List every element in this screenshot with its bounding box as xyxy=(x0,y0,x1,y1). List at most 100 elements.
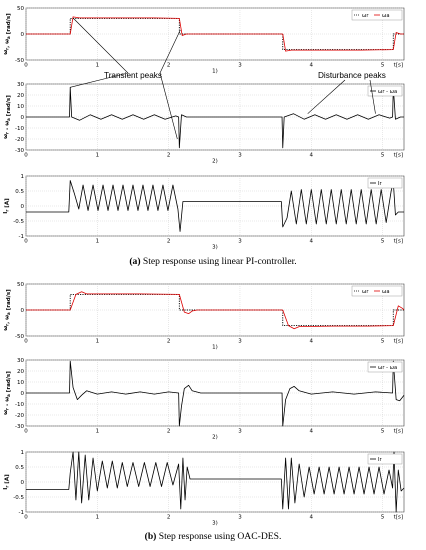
panel-b-1-legend: ωr ωa xyxy=(351,285,403,297)
panel-b-1-xlabel: t[s] xyxy=(394,339,403,345)
panel-b-1-legend-label: ωa xyxy=(382,289,390,295)
panel-a-1-ytick-label: -50 xyxy=(15,58,24,64)
panel-a-2-xtick-label: 5 xyxy=(381,153,385,159)
panel-b-2-ytick-label: 0 xyxy=(21,391,25,397)
panel-a-2-xtick-label: 1 xyxy=(96,153,100,159)
panel-a-3-xtick-label: 2 xyxy=(167,239,171,245)
annotations: Transient peaks Disturbance peaks xyxy=(70,17,386,140)
panel-a-1-series-2 xyxy=(26,16,404,52)
panel-a-2-ytick-label: 30 xyxy=(17,82,24,88)
panel-a-3-ytick-label: -1 xyxy=(19,234,24,240)
panel-a-1-xlabel: t[s] xyxy=(394,63,403,69)
panel-a-1-xtick-label: 5 xyxy=(381,63,385,69)
panel-a-2: 0 1 2 3 4 5 -30 -20 -10 0 10 20 30 t[s] 2) ωr - ωa [rad… xyxy=(3,82,405,165)
panel-a-1-ytick-label: 0 xyxy=(21,32,25,38)
panel-a-1-xtick-label: 1 xyxy=(96,63,100,69)
panel-a-3-xtick-label: 5 xyxy=(381,239,385,245)
panel-a-2-legend-label: ωr - ωa xyxy=(378,89,397,95)
panel-a-3-ytick-label: 1 xyxy=(21,174,25,180)
panel-b-2-xtick-label: 1 xyxy=(96,429,100,435)
panel-b-1-legend-label: ωr xyxy=(362,289,369,295)
panel-a-3-xtick-label: 0 xyxy=(24,239,28,245)
panel-b-2-xlabel: t[s] xyxy=(394,429,403,435)
panel-a-3-legend-box xyxy=(367,177,403,189)
panel-b-1-xtick-label: 1 xyxy=(96,339,100,345)
panel-b-1-ytick-label: 50 xyxy=(17,282,24,288)
panel-a-3-xtick-label: 3 xyxy=(238,239,242,245)
panel-b-2-ytick-label: 20 xyxy=(17,369,24,375)
panel-b-1-xtick-label: 0 xyxy=(24,339,28,345)
panel-b-1-xtick-label: 4 xyxy=(310,339,314,345)
caption-a: (a) Step response using linear PI-contro… xyxy=(0,256,426,267)
panel-b-2-ytick-label: -30 xyxy=(15,424,24,430)
panel-b-3-xlabel: t[s] xyxy=(394,515,403,521)
panel-a-1-panel-label: 1) xyxy=(212,69,218,75)
panel-b-2-ytick-label: 30 xyxy=(17,358,24,364)
panel-b-3: 0 1 2 3 4 5 -1 -0.5 0 0.5 1 t[s] 3) Ir [A] Ir xyxy=(3,450,405,527)
panel-b-2-legend: ωr - ωa xyxy=(367,361,403,373)
panel-a-2-xlabel: t[s] xyxy=(394,153,403,159)
panel-b-2-series-1 xyxy=(26,360,405,427)
panel-a-1-xtick-label: 3 xyxy=(238,63,242,69)
annotation-disturbance-peaks: Disturbance peaks xyxy=(318,71,386,80)
panel-b-3-legend-box xyxy=(367,453,403,465)
panel-a-2-xtick-label: 4 xyxy=(310,153,314,159)
panel-a-3-ytick-label: 0.5 xyxy=(15,189,24,195)
panel-a-2-legend-box xyxy=(367,85,403,97)
panel-b-2-xtick-label: 4 xyxy=(310,429,314,435)
panel-a-2-ytick-label: -30 xyxy=(15,148,24,154)
panel-b-3-legend-label: Ir xyxy=(378,457,383,463)
panel-a-1-xtick-label: 0 xyxy=(24,63,28,69)
panel-a-3-legend: Ir xyxy=(367,177,403,189)
panel-b-3-ytick-label: -1 xyxy=(19,510,24,516)
panel-a-3-xtick-label: 4 xyxy=(310,239,314,245)
panel-a-2-panel-label: 2) xyxy=(212,159,218,165)
panel-a-2-xtick-label: 0 xyxy=(24,153,28,159)
panel-a-1-xtick-label: 2 xyxy=(167,63,171,69)
panel-b-2: 0 1 2 3 4 5 -30 -20 -10 0 10 20 30 t[s] 2) ωr - ωa [rad… xyxy=(3,358,405,441)
panel-b-2-xtick-label: 5 xyxy=(381,429,385,435)
panel-a-2-series-1 xyxy=(26,86,404,149)
panel-b-3-ylabel: Ir [A] xyxy=(3,474,11,490)
panel-b-1-ylabel: ωr, ωa [rad/s] xyxy=(3,289,12,331)
panel-b-2-ytick-label: -20 xyxy=(15,413,24,419)
caption-b-text: Step response using OAC-DES. xyxy=(156,531,282,542)
panel-a-2-legend: ωr - ωa xyxy=(367,85,403,97)
annotation-leader-line xyxy=(159,72,178,140)
panel-a-1-xtick-label: 4 xyxy=(310,63,314,69)
panel-a-3-ytick-label: 0 xyxy=(21,204,25,210)
annotation-leader-line xyxy=(72,17,129,74)
panel-b-1-xtick-label: 3 xyxy=(238,339,242,345)
caption-a-tag: (a) xyxy=(129,256,141,267)
panel-b-2-legend-label: ωr - ωa xyxy=(378,365,397,371)
annotation-transient-peaks: Transient peaks xyxy=(104,71,162,80)
panel-b-2-xtick-label: 3 xyxy=(238,429,242,435)
panel-a-3-legend-label: Ir xyxy=(378,181,383,187)
panel-a-3-xlabel: t[s] xyxy=(394,239,403,245)
panel-a-2-ytick-label: 20 xyxy=(17,93,24,99)
caption-b-tag: (b) xyxy=(144,531,157,542)
panel-b-1-xtick-label: 5 xyxy=(381,339,385,345)
panel-a-3-panel-label: 3) xyxy=(212,245,218,251)
panel-b-2-ytick-label: -10 xyxy=(15,402,24,408)
annotation-leader-line xyxy=(307,79,346,114)
panel-a-1-legend-label: ωr xyxy=(362,13,369,19)
panel-b-3-ytick-label: -0.5 xyxy=(13,495,24,501)
panel-a-3-ylabel: Ir [A] xyxy=(3,198,11,214)
panel-b-3-xtick-label: 4 xyxy=(310,515,314,521)
annotation-leader-line xyxy=(70,72,129,88)
panel-b-2-ytick-label: 10 xyxy=(17,380,24,386)
panel-b-2-legend-box xyxy=(367,361,403,373)
panel-b-3-xtick-label: 0 xyxy=(24,515,28,521)
panel-b-3-xtick-label: 5 xyxy=(381,515,385,521)
panel-b-3-ytick-label: 0.5 xyxy=(15,465,24,471)
panel-b-3-ytick-label: 1 xyxy=(21,450,25,456)
panel-b-2-ylabel: ωr - ωa [rad/s] xyxy=(3,371,12,415)
panel-a-2-xtick-label: 3 xyxy=(238,153,242,159)
panel-b-3-ytick-label: 0 xyxy=(21,480,25,486)
panel-b-1-ytick-label: 0 xyxy=(21,308,25,314)
panel-a-2-ytick-label: 10 xyxy=(17,104,24,110)
panel-a-3: 0 1 2 3 4 5 -1 -0.5 0 0.5 1 t[s] 3) Ir [A] Ir xyxy=(3,174,405,251)
